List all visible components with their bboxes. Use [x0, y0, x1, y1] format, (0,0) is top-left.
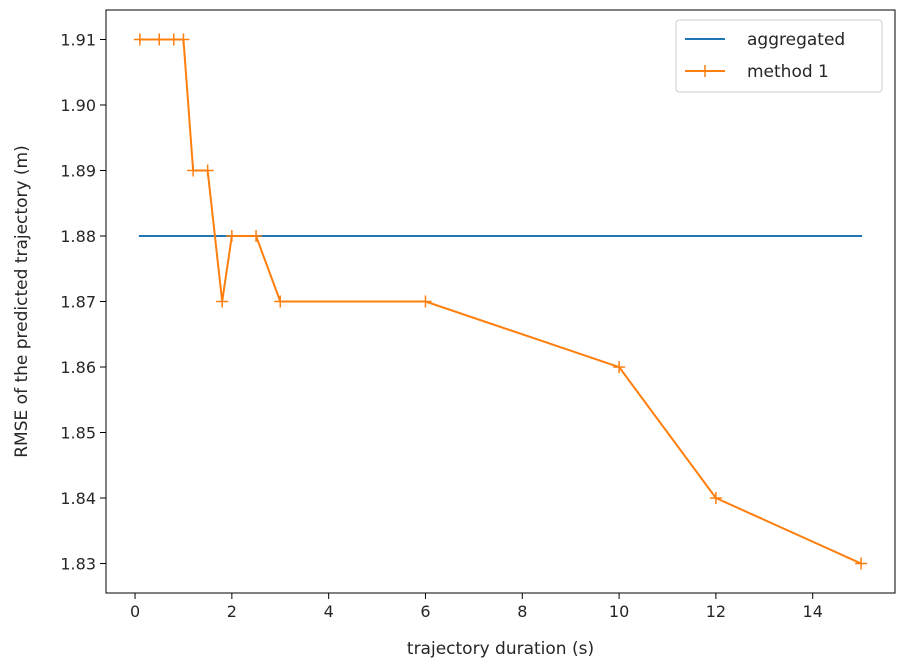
x-tick-label: 4: [324, 602, 334, 621]
x-tick-label: 12: [706, 602, 726, 621]
data-point-marker: [709, 492, 722, 505]
legend-item-method-1: method 1: [685, 62, 829, 82]
y-tick-label: 1.87: [60, 293, 96, 312]
x-tick-label: 6: [420, 602, 430, 621]
data-point-marker: [201, 164, 214, 177]
x-tick-label: 2: [227, 602, 237, 621]
y-tick-label: 1.88: [60, 227, 96, 246]
data-point-marker: [225, 229, 238, 242]
y-tick-label: 1.86: [60, 358, 96, 377]
legend-label: aggregated: [747, 30, 845, 50]
series-layer: [133, 33, 868, 570]
y-tick-label: 1.84: [60, 489, 96, 508]
data-point-marker: [216, 295, 229, 308]
data-point-marker: [419, 295, 432, 308]
y-tick-label: 1.83: [60, 555, 96, 574]
x-tick-label: 10: [609, 602, 629, 621]
y-tick-label: 1.90: [60, 96, 96, 115]
data-point-marker: [250, 229, 263, 242]
y-axis: 1.83 1.84 1.85 1.86 1.87 1.88 1.89 1.90 1.91: [60, 30, 106, 574]
plot-area: [105, 9, 896, 594]
data-point-marker: [274, 295, 287, 308]
y-tick-label: 1.85: [60, 424, 96, 443]
legend-items: aggregated method 1: [685, 30, 845, 82]
y-axis-label: RMSE of the predicted trajectory (m): [12, 145, 32, 458]
x-tick-label: 0: [130, 602, 140, 621]
data-point-marker: [153, 33, 166, 46]
legend: aggregated method 1: [675, 19, 883, 93]
data-point-marker: [613, 361, 626, 374]
x-axis: 0 2 4 6 8 10 12 14: [130, 593, 823, 621]
legend-item-aggregated: aggregated: [685, 30, 845, 50]
data-point-marker: [133, 33, 146, 46]
x-tick-label: 8: [517, 602, 527, 621]
legend-box: [675, 19, 883, 93]
x-axis-label: trajectory duration (s): [407, 639, 594, 659]
data-point-marker: [187, 164, 200, 177]
y-tick-label: 1.89: [60, 161, 96, 180]
data-point-marker: [177, 33, 190, 46]
data-point-marker: [855, 557, 868, 570]
y-tick-label: 1.91: [60, 30, 96, 49]
x-tick-label: 14: [803, 602, 823, 621]
legend-label: method 1: [747, 62, 829, 82]
